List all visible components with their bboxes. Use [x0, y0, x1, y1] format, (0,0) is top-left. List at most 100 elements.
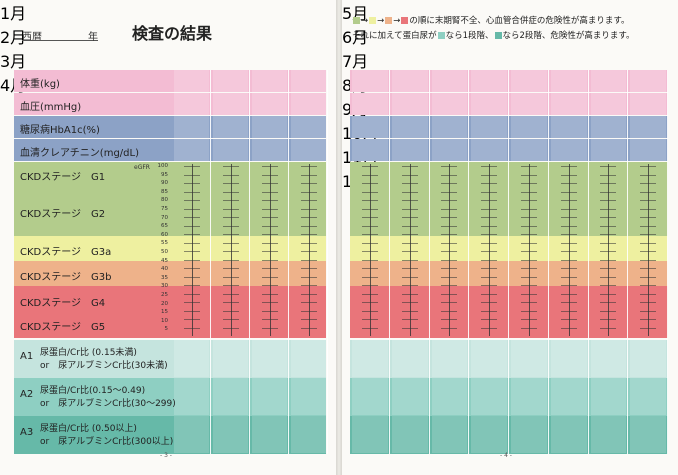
measurement-cell[interactable] — [213, 93, 248, 115]
right_page-month-header: 5月 — [342, 4, 369, 23]
measurement-cell[interactable] — [391, 139, 428, 161]
egfr-plot-tick — [600, 251, 617, 252]
proteinuria-cell[interactable] — [291, 416, 326, 453]
proteinuria-cell[interactable] — [213, 378, 248, 415]
measurement-cell[interactable] — [471, 70, 507, 92]
measurement-cell[interactable] — [252, 139, 287, 161]
measurement-cell[interactable] — [471, 93, 507, 115]
proteinuria-cell[interactable] — [252, 340, 287, 377]
proteinuria-cell[interactable] — [174, 340, 209, 377]
measurement-cell[interactable] — [252, 93, 287, 115]
year-input-line[interactable] — [22, 40, 98, 41]
measurement-cell[interactable] — [590, 116, 627, 138]
egfr-plot-tick — [183, 251, 200, 252]
page-number-right: - 4 - — [500, 452, 512, 459]
measurement-cell[interactable] — [352, 70, 388, 92]
measurement-cell[interactable] — [630, 139, 666, 161]
egfr-plot-tick — [361, 251, 378, 252]
measurement-cell[interactable] — [252, 116, 287, 138]
measurement-cell[interactable] — [352, 93, 388, 115]
measurement-cell[interactable] — [550, 70, 587, 92]
proteinuria-cell[interactable] — [590, 340, 627, 377]
risk-notes: → → → の順に末期腎不全、心血管合併症の危険性が高まります。 それに加えて蛋白尿が… — [352, 14, 635, 44]
proteinuria-cell[interactable] — [352, 416, 388, 453]
proteinuria-cell[interactable] — [391, 378, 428, 415]
measurement-cell[interactable] — [590, 93, 627, 115]
measurement-cell[interactable] — [590, 70, 627, 92]
proteinuria-cell[interactable] — [590, 378, 627, 415]
measurement-cell[interactable] — [511, 116, 547, 138]
measurement-cell[interactable] — [471, 116, 507, 138]
proteinuria-cell[interactable] — [431, 378, 468, 415]
measurement-cell[interactable] — [431, 70, 468, 92]
proteinuria-cell[interactable] — [630, 378, 666, 415]
proteinuria-cell[interactable] — [511, 340, 547, 377]
measurement-cell[interactable] — [550, 93, 587, 115]
proteinuria-cell[interactable] — [174, 378, 209, 415]
proteinuria-cell[interactable] — [174, 416, 209, 453]
measurement-cell[interactable] — [550, 139, 587, 161]
proteinuria-cell[interactable] — [630, 340, 666, 377]
proteinuria-cell[interactable] — [550, 416, 587, 453]
proteinuria-cell[interactable] — [471, 416, 507, 453]
egfr-plot-tick — [560, 234, 577, 235]
measurement-cell[interactable] — [213, 139, 248, 161]
measurement-cell[interactable] — [431, 116, 468, 138]
egfr-plot-tick — [441, 183, 458, 184]
proteinuria-cell[interactable] — [590, 416, 627, 453]
measurement-cell[interactable] — [291, 116, 326, 138]
proteinuria-cell[interactable] — [252, 416, 287, 453]
proteinuria-cell[interactable] — [550, 378, 587, 415]
proteinuria-cell[interactable] — [550, 340, 587, 377]
proteinuria-cell[interactable] — [431, 416, 468, 453]
proteinuria-cell[interactable] — [471, 340, 507, 377]
measurement-cell[interactable] — [511, 139, 547, 161]
measurement-cell[interactable] — [174, 70, 209, 92]
measurement-cell[interactable] — [391, 116, 428, 138]
egfr-plot-tick — [300, 242, 317, 244]
proteinuria-cell[interactable] — [630, 416, 666, 453]
measurement-cell[interactable] — [471, 139, 507, 161]
proteinuria-cell[interactable] — [291, 378, 326, 415]
measurement-cell[interactable] — [174, 116, 209, 138]
proteinuria-cell[interactable] — [471, 378, 507, 415]
proteinuria-cell[interactable] — [291, 340, 326, 377]
proteinuria-cell[interactable] — [391, 340, 428, 377]
proteinuria-cell[interactable] — [431, 340, 468, 377]
measurement-cell[interactable] — [352, 116, 388, 138]
egfr-plot-tick — [520, 200, 537, 201]
proteinuria-cell[interactable] — [252, 378, 287, 415]
measurement-cell[interactable] — [431, 139, 468, 161]
measurement-cell[interactable] — [291, 70, 326, 92]
measurement-cell[interactable] — [630, 70, 666, 92]
measurement-cell[interactable] — [391, 70, 428, 92]
measurement-cell[interactable] — [291, 93, 326, 115]
egfr-plot-tick — [261, 285, 278, 286]
measurement-cell[interactable] — [213, 70, 248, 92]
proteinuria-cell[interactable] — [391, 416, 428, 453]
proteinuria-cell[interactable] — [511, 378, 547, 415]
left_page-month-header: 3月 — [0, 52, 27, 71]
proteinuria-cell[interactable] — [352, 378, 388, 415]
measurement-cell[interactable] — [590, 139, 627, 161]
measurement-cell[interactable] — [291, 139, 326, 161]
measurement-cell[interactable] — [511, 70, 547, 92]
measurement-cell[interactable] — [630, 93, 666, 115]
measurement-cell[interactable] — [174, 139, 209, 161]
proteinuria-cell[interactable] — [213, 340, 248, 377]
proteinuria-cell[interactable] — [213, 416, 248, 453]
measurement-cell[interactable] — [213, 116, 248, 138]
proteinuria-cell[interactable] — [352, 340, 388, 377]
measurement-cell[interactable] — [174, 93, 209, 115]
egfr-plot-tick — [300, 327, 317, 329]
measurement-cell[interactable] — [630, 116, 666, 138]
measurement-cell[interactable] — [550, 116, 587, 138]
egfr-plot-tick — [640, 200, 657, 201]
egfr-plot-tick — [441, 200, 458, 201]
measurement-cell[interactable] — [352, 139, 388, 161]
measurement-cell[interactable] — [511, 93, 547, 115]
proteinuria-cell[interactable] — [511, 416, 547, 453]
measurement-cell[interactable] — [252, 70, 287, 92]
measurement-cell[interactable] — [431, 93, 468, 115]
measurement-cell[interactable] — [391, 93, 428, 115]
